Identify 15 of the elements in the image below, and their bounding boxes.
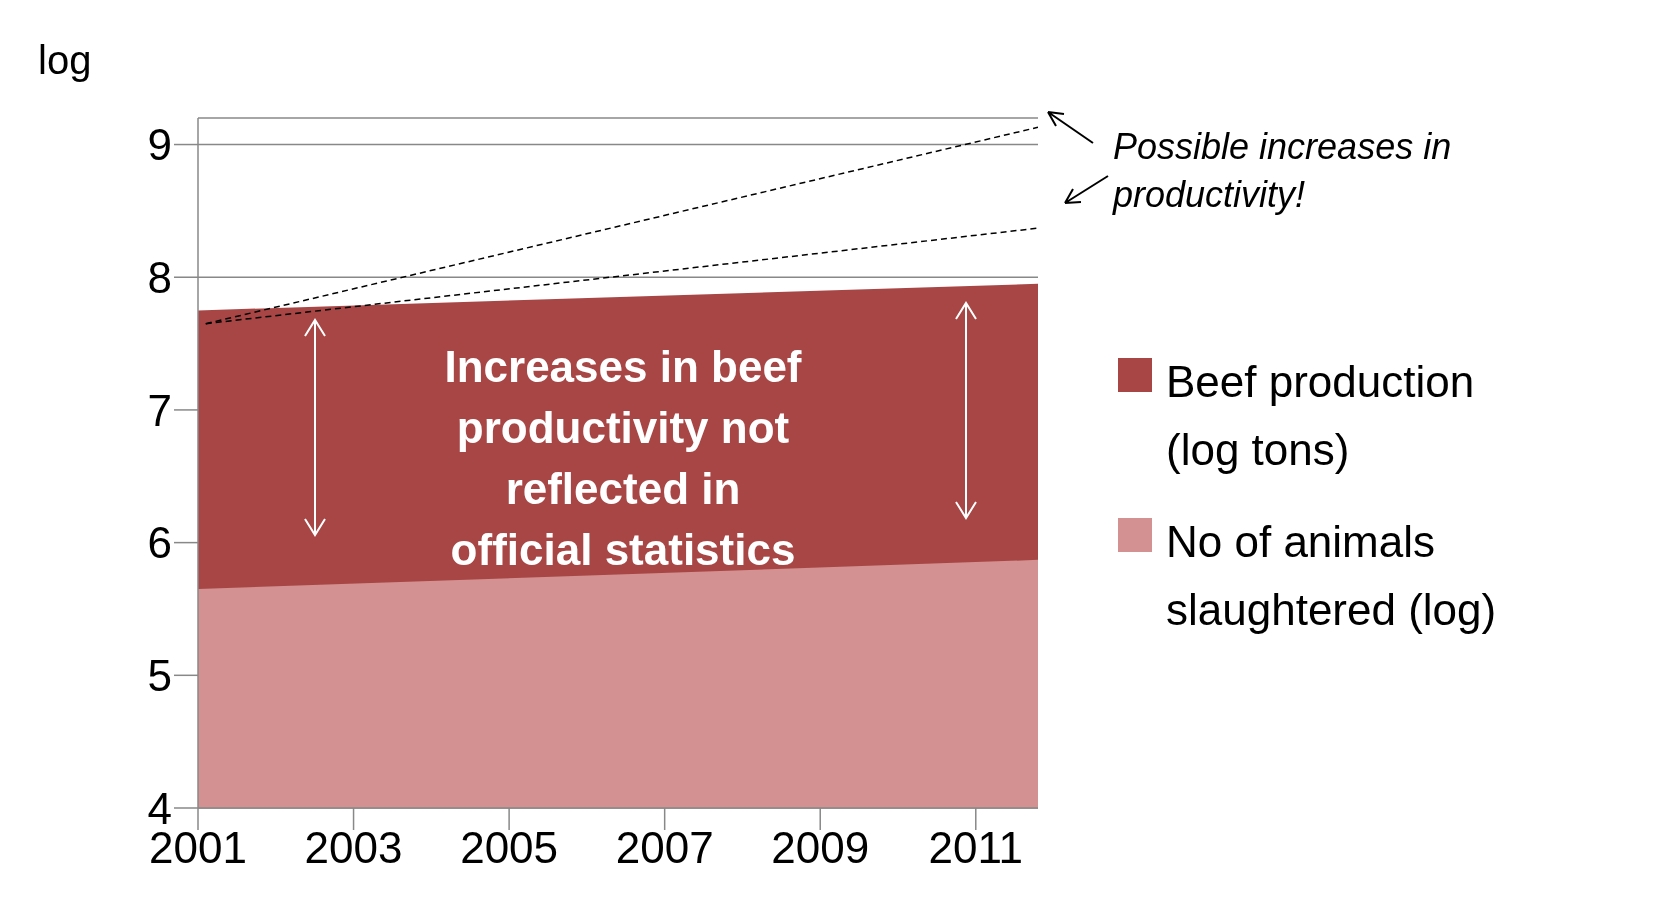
x-tick-label: 2003 [304,823,403,873]
y-tick-label: 6 [147,518,172,568]
annotation: Increases in beef productivity not reflected in official statistics [443,341,803,576]
x-tick-label: 2005 [460,823,559,873]
x-tick-label: 2007 [615,823,714,873]
y-tick-label: 8 [147,252,172,302]
legend-label: Beef production (log tons) [1166,356,1476,476]
y-tick-label: 7 [147,385,172,435]
text: Possible increases in productivity! [1113,125,1453,217]
y-tick-label: 5 [147,650,172,700]
legend-label: No of animals slaughtered (log) [1166,516,1498,636]
x-tick-label: 2011 [928,823,1024,873]
x-tick-label: 2009 [771,823,870,873]
y-tick-label: 9 [147,120,172,170]
y-axis-title: log [38,38,92,83]
